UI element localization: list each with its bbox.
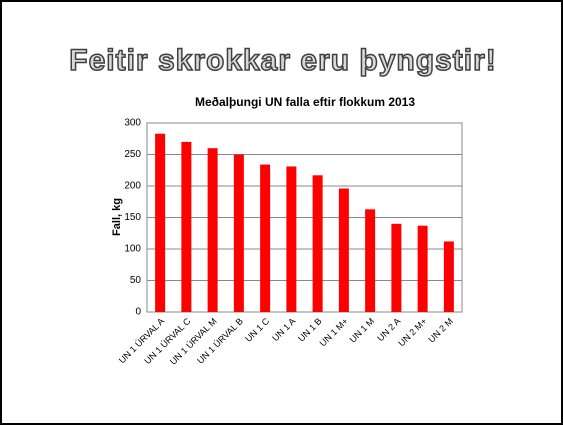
bar — [365, 209, 376, 312]
bar — [443, 241, 454, 312]
y-tick-label: 250 — [124, 149, 141, 160]
bar — [181, 141, 192, 312]
y-axis-label: Fall, kg — [111, 198, 123, 236]
chart-title: Meðalþungi UN falla eftir flokkum 2013 — [195, 95, 415, 109]
y-tick-label: 150 — [124, 212, 141, 223]
bar — [207, 148, 218, 312]
bar — [417, 225, 428, 312]
bar — [391, 223, 402, 312]
y-tick-label: 100 — [124, 244, 141, 255]
bar — [312, 175, 323, 312]
y-tick-label: 200 — [124, 181, 141, 192]
bar — [233, 154, 244, 312]
y-tick-label: 50 — [130, 275, 142, 286]
bar — [338, 188, 349, 312]
y-tick-label: 0 — [135, 307, 141, 318]
y-tick-label: 300 — [124, 118, 141, 129]
bar — [286, 166, 297, 312]
slide-title: Feitir skrokkar eru þyngstir! — [69, 44, 496, 77]
bar — [260, 164, 271, 312]
bar — [155, 133, 166, 312]
